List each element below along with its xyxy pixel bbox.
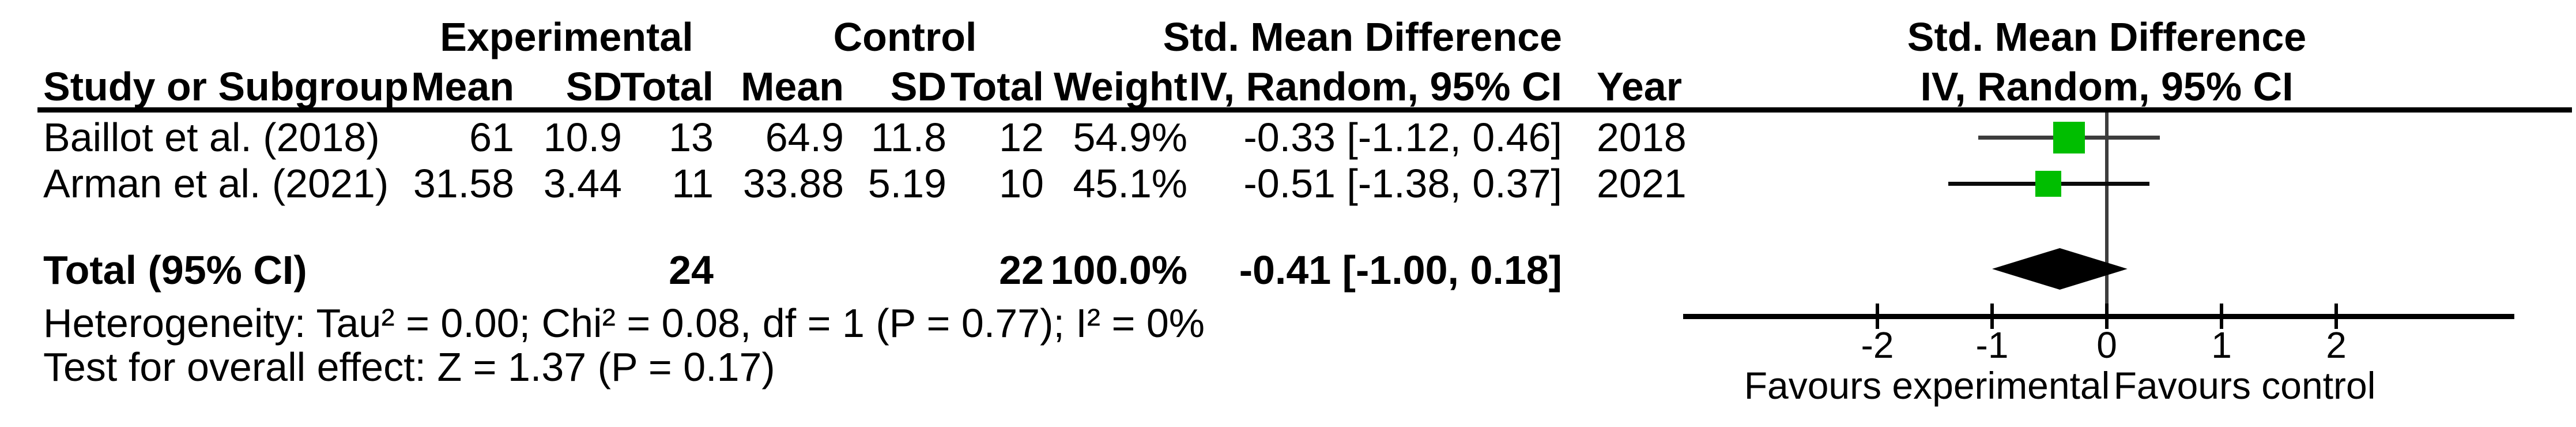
table-cell-total_c: 10	[999, 161, 1044, 206]
total-row-ci: -0.41 [-1.00, 0.18]	[1239, 248, 1562, 293]
table-cell-mean_e: 31.58	[413, 161, 514, 206]
table-cell-ci: -0.51 [-1.38, 0.37]	[1243, 161, 1562, 206]
total-row-label: Total (95% CI)	[43, 248, 307, 293]
axis-tick	[2105, 304, 2109, 329]
axis-tick	[1876, 304, 1879, 329]
table-cell-total_e: 11	[672, 161, 714, 206]
favours-left-label: Favours experimental	[1744, 364, 2110, 407]
table-cell-study: Baillot et al. (2018)	[43, 115, 380, 160]
favours-right-label: Favours control	[2113, 364, 2376, 407]
table-cell-weight: 54.9%	[1073, 115, 1187, 160]
axis-tick	[2220, 304, 2223, 329]
total-row-n-ctl: 22	[999, 248, 1044, 293]
plot-header-smd: Std. Mean Difference	[1907, 14, 2307, 59]
col-header-weight: Weight	[1053, 64, 1187, 109]
axis-tick	[2334, 304, 2338, 329]
group-header-experimental: Experimental	[440, 14, 693, 59]
zero-line	[2105, 113, 2109, 319]
heterogeneity-text: Heterogeneity: Tau² = 0.00; Chi² = 0.08,…	[43, 301, 1205, 346]
study-marker-square	[2035, 170, 2061, 197]
table-cell-sd_c: 5.19	[868, 161, 946, 206]
axis-tick-label: 1	[2211, 324, 2232, 366]
axis-tick	[1990, 304, 1994, 329]
axis-tick-label: 2	[2326, 324, 2347, 366]
col-header-total-exp: Total	[620, 64, 714, 109]
col-header-study: Study or Subgroup	[43, 64, 409, 109]
table-cell-year: 2018	[1597, 115, 1687, 160]
col-header-sd-exp: SD	[565, 64, 622, 109]
table-cell-total_c: 12	[999, 115, 1044, 160]
table-cell-sd_c: 11.8	[870, 115, 946, 160]
overall-effect-text: Test for overall effect: Z = 1.37 (P = 0…	[43, 344, 775, 389]
axis-tick-label: 0	[2096, 324, 2117, 366]
col-header-iv-ci: IV, Random, 95% CI	[1189, 64, 1562, 109]
table-cell-study: Arman et al. (2021)	[43, 161, 389, 206]
table-cell-year: 2021	[1597, 161, 1687, 206]
axis-tick-label: -1	[1975, 324, 2009, 366]
total-row-weight: 100.0%	[1050, 248, 1187, 293]
table-cell-ci: -0.33 [-1.12, 0.46]	[1243, 115, 1562, 160]
header-divider-line	[37, 107, 2572, 113]
table-cell-mean_e: 61	[469, 115, 514, 160]
axis-line	[1683, 314, 2514, 319]
col-header-year: Year	[1597, 64, 1682, 109]
table-cell-mean_c: 64.9	[765, 115, 844, 160]
col-header-mean-ctl: Mean	[741, 64, 844, 109]
table-cell-total_e: 13	[669, 115, 714, 160]
plot-header-iv-ci: IV, Random, 95% CI	[1920, 64, 2294, 109]
col-header-mean-exp: Mean	[411, 64, 514, 109]
table-cell-weight: 45.1%	[1073, 161, 1187, 206]
study-marker-square	[2053, 121, 2085, 153]
axis-tick-label: -2	[1861, 324, 1894, 366]
total-row-n-exp: 24	[669, 248, 714, 293]
table-cell-mean_c: 33.88	[742, 161, 844, 206]
table-cell-sd_e: 3.44	[543, 161, 622, 206]
col-header-total-ctl: Total	[950, 64, 1044, 109]
group-header-control: Control	[833, 14, 977, 59]
col-header-sd-ctl: SD	[890, 64, 946, 109]
table-cell-sd_e: 10.9	[543, 115, 622, 160]
group-header-smd: Std. Mean Difference	[1163, 14, 1562, 59]
